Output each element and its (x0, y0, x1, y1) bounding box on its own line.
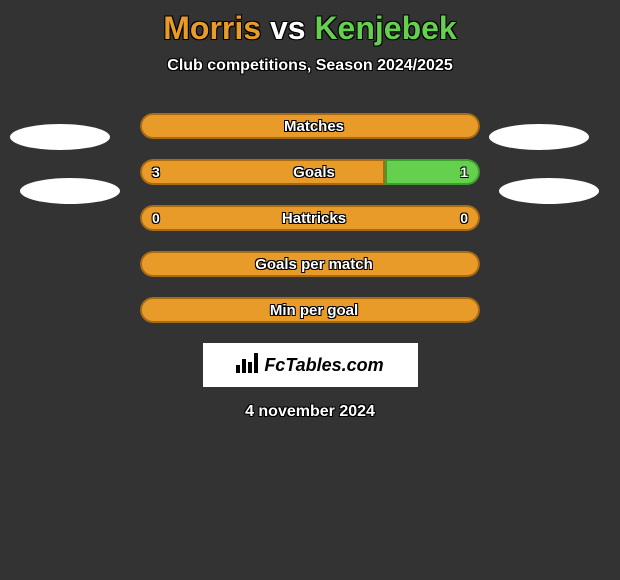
stat-row: Min per goal (140, 297, 480, 323)
value-right: 0 (460, 205, 468, 231)
bar-track (140, 159, 480, 185)
source-badge: FcTables.com (203, 343, 418, 387)
bar-full (140, 113, 480, 139)
bar-chart-icon (236, 353, 264, 378)
bar-full (140, 297, 480, 323)
bar-track (140, 113, 480, 139)
page-title: Morris vs Kenjebek (0, 0, 620, 47)
player-ellipse (20, 178, 120, 204)
player-ellipse (489, 124, 589, 150)
vs-text: vs (270, 10, 306, 46)
value-right: 1 (460, 159, 468, 185)
value-left: 3 (152, 159, 160, 185)
bar-full (140, 205, 480, 231)
stat-row: Matches (140, 113, 480, 139)
value-left: 0 (152, 205, 160, 231)
player-ellipse (499, 178, 599, 204)
bar-left (140, 159, 385, 185)
bar-full (140, 251, 480, 277)
subtitle: Club competitions, Season 2024/2025 (0, 57, 620, 75)
bar-track (140, 205, 480, 231)
player-ellipse (10, 124, 110, 150)
player1-name: Morris (163, 10, 261, 46)
player2-name: Kenjebek (314, 10, 456, 46)
bar-track (140, 251, 480, 277)
stat-row: Goals per match (140, 251, 480, 277)
stat-row: 00Hattricks (140, 205, 480, 231)
badge-text: FcTables.com (264, 355, 383, 376)
bar-track (140, 297, 480, 323)
stat-row: 31Goals (140, 159, 480, 185)
date-text: 4 november 2024 (0, 403, 620, 421)
